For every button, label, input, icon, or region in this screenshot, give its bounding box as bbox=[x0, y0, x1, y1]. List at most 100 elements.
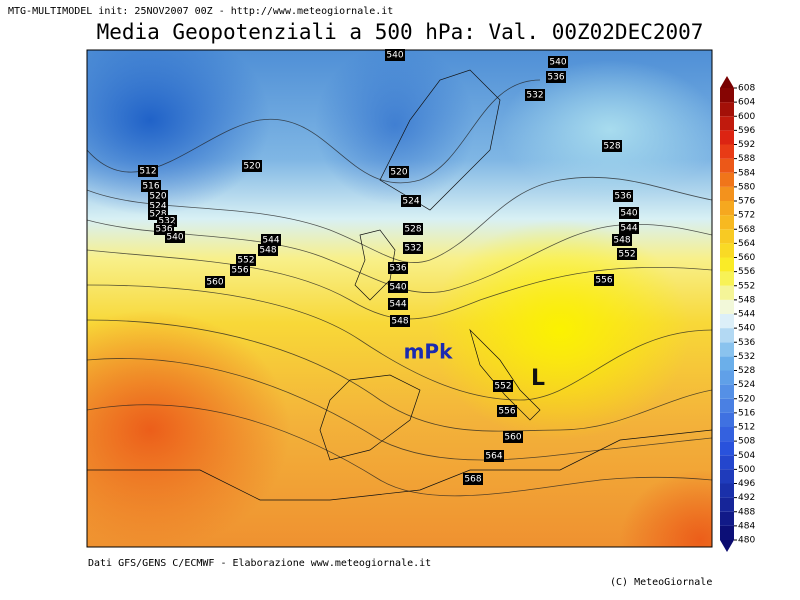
contour-label: 532 bbox=[404, 244, 421, 254]
contour-label: 544 bbox=[620, 224, 637, 234]
contour-label-box bbox=[401, 195, 421, 207]
contour-label-box bbox=[388, 262, 408, 274]
low-label: L bbox=[531, 366, 545, 391]
contour-label-box bbox=[619, 207, 639, 219]
colorbar-tick-label: 564 bbox=[738, 239, 755, 249]
contour-label: 512 bbox=[139, 167, 156, 177]
colorbar-band bbox=[720, 427, 734, 442]
contour-label-box bbox=[503, 431, 523, 443]
colorbar-tick-label: 592 bbox=[738, 140, 755, 150]
contour-label-box bbox=[493, 380, 513, 392]
contour-label-box bbox=[258, 244, 278, 256]
colorbar-band bbox=[720, 172, 734, 187]
contour-label: 532 bbox=[526, 91, 543, 101]
colorbar-tick-label: 556 bbox=[738, 267, 755, 277]
colorbar-band bbox=[720, 328, 734, 343]
contour-label-box bbox=[236, 254, 256, 266]
contour-label: 540 bbox=[620, 209, 637, 219]
contour-label-box bbox=[463, 473, 483, 485]
contour-label: 540 bbox=[389, 283, 406, 293]
colorbar-band bbox=[720, 271, 734, 286]
colorbar-band bbox=[720, 511, 734, 526]
contour-label: 520 bbox=[243, 162, 260, 172]
contour-label-box bbox=[242, 160, 262, 172]
contour-label: 540 bbox=[166, 233, 183, 243]
contour-label-box bbox=[602, 140, 622, 152]
contour-label: 544 bbox=[262, 236, 279, 246]
contour-label-box bbox=[403, 223, 423, 235]
contour-label: 568 bbox=[464, 475, 481, 485]
colorbar-band bbox=[720, 455, 734, 470]
colorbar-band bbox=[720, 116, 734, 131]
contour-label-box bbox=[385, 49, 405, 61]
contour-label-box bbox=[165, 231, 185, 243]
contour-label: 528 bbox=[404, 225, 421, 235]
model-line: MTG-MULTIMODEL init: 25NOV2007 00Z - htt… bbox=[8, 6, 393, 17]
contour-label-box bbox=[138, 165, 158, 177]
colorbar-tick-label: 588 bbox=[738, 154, 755, 164]
colorbar-tick-label: 568 bbox=[738, 225, 755, 235]
colorbar-band bbox=[720, 299, 734, 314]
contour-label-box bbox=[205, 276, 225, 288]
colorbar-tick-label: 560 bbox=[738, 253, 755, 263]
contour-label-box bbox=[261, 234, 281, 246]
contour-label-box bbox=[497, 405, 517, 417]
contour-label: 540 bbox=[386, 51, 403, 61]
contour-label-box bbox=[548, 56, 568, 68]
contour-label: 516 bbox=[142, 182, 159, 192]
colorbar-tick-label: 532 bbox=[738, 352, 755, 362]
contour-label: 536 bbox=[547, 73, 564, 83]
colorbar-band bbox=[720, 215, 734, 230]
colorbar-tick-label: 504 bbox=[738, 451, 755, 461]
contour-label-box bbox=[389, 166, 409, 178]
contour-label-box bbox=[619, 222, 639, 234]
contour-label: 552 bbox=[618, 250, 635, 260]
colorbar-tick-label: 536 bbox=[738, 338, 755, 348]
contour-label-box bbox=[388, 298, 408, 310]
contour-label-box bbox=[148, 190, 168, 202]
colorbar-tick-label: 540 bbox=[738, 324, 755, 334]
colorbar-band bbox=[720, 88, 734, 103]
air-mass-label: mPk bbox=[404, 340, 453, 364]
contour-label: 536 bbox=[389, 264, 406, 274]
colorbar-band bbox=[720, 469, 734, 484]
colorbar-band bbox=[720, 130, 734, 145]
contour-label: 552 bbox=[237, 256, 254, 266]
colorbar-tick-label: 576 bbox=[738, 197, 755, 207]
contour-label: 524 bbox=[149, 202, 166, 212]
contour-label-box bbox=[546, 71, 566, 83]
colorbar-band bbox=[720, 384, 734, 399]
colorbar-band bbox=[720, 441, 734, 456]
colorbar-tick-label: 488 bbox=[738, 507, 755, 517]
colorbar-tick-label: 496 bbox=[738, 479, 755, 489]
colorbar-band bbox=[720, 342, 734, 357]
contour-label-box bbox=[594, 274, 614, 286]
map-title: Media Geopotenziali a 500 hPa: Val. 00Z0… bbox=[97, 20, 704, 44]
colorbar-band bbox=[720, 243, 734, 258]
colorbar: 480 484 488 492 496 500 504 508 512 516 520 524 528 5… bbox=[720, 76, 755, 552]
colorbar-band bbox=[720, 412, 734, 427]
contour-label: 560 bbox=[504, 433, 521, 443]
colorbar-band bbox=[720, 497, 734, 512]
colorbar-tick-label: 520 bbox=[738, 394, 755, 404]
colorbar-tick-label: 572 bbox=[738, 211, 755, 221]
contour-label-box bbox=[612, 234, 632, 246]
source-note: Dati GFS/GENS C/ECMWF - Elaborazione www… bbox=[88, 558, 431, 569]
contour-label-box bbox=[613, 190, 633, 202]
colorbar-band bbox=[720, 201, 734, 216]
contour-label: 524 bbox=[402, 197, 419, 207]
contour-label: 528 bbox=[603, 142, 620, 152]
colorbar-band bbox=[720, 144, 734, 159]
colorbar-band bbox=[720, 285, 734, 300]
colorbar-tick-label: 528 bbox=[738, 366, 755, 376]
colorbar-band bbox=[720, 257, 734, 272]
colorbar-tick-label: 608 bbox=[738, 84, 755, 94]
contour-labels: 5405405365325285205205125165205245285325… bbox=[138, 49, 639, 485]
contour-label: 564 bbox=[485, 452, 502, 462]
contour-label: 528 bbox=[149, 210, 166, 220]
contour-label: 520 bbox=[149, 192, 166, 202]
contour-label: 520 bbox=[390, 168, 407, 178]
colorbar-tick-label: 508 bbox=[738, 437, 755, 447]
colorbar-tick-label: 600 bbox=[738, 112, 755, 122]
